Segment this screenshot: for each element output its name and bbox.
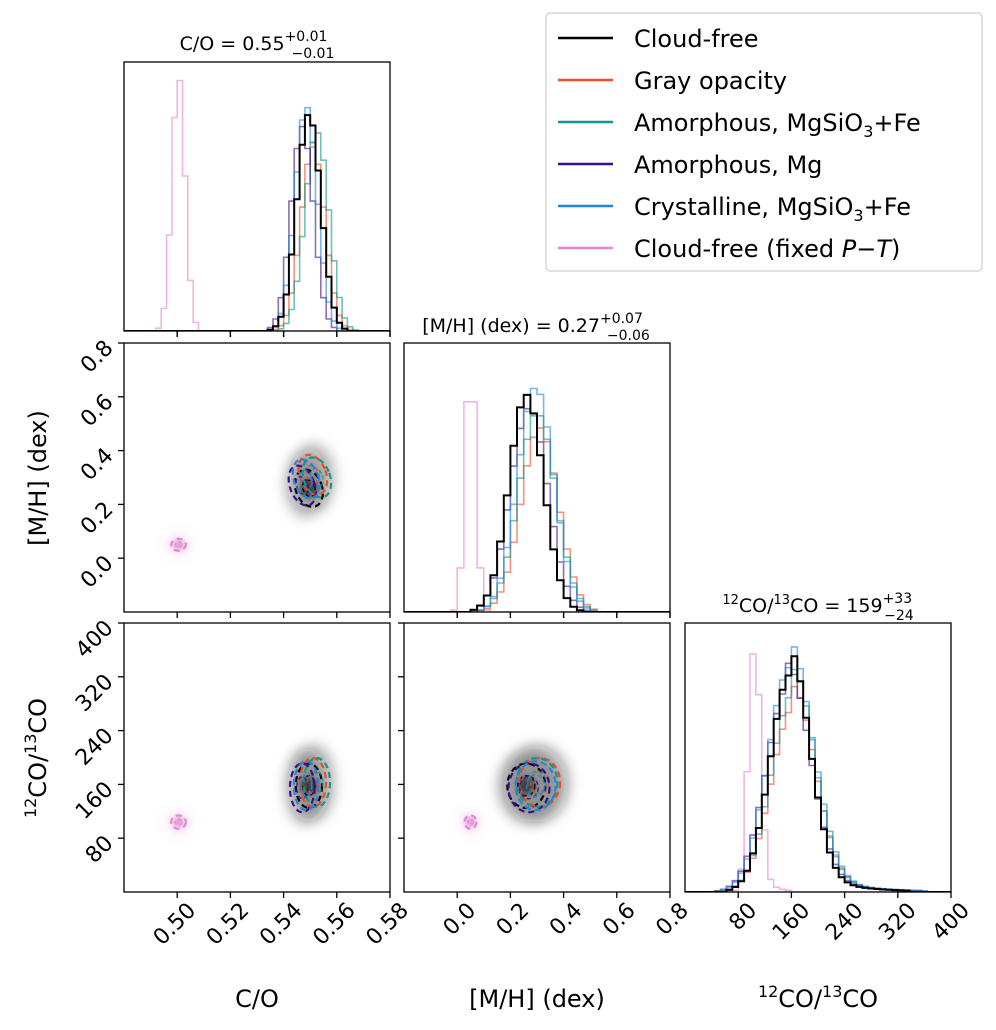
y-tick-label-mh-3: 0.6 [76,390,118,432]
contour-co-iso-series-4 [292,760,320,812]
x-tick-label-mh-1: 0.2 [492,898,534,940]
hist-mh-series-4 [404,387,670,612]
hist-mh-series-5 [404,401,670,612]
contour-co-iso-series-1 [298,756,328,808]
x-tick-label-co-3: 0.56 [308,898,360,950]
x-axis-title-co: C/O [235,985,279,1013]
contour-co-iso-series-3 [288,762,316,814]
contour-inner-co-iso-series-4 [299,773,313,798]
density-core-fixed [465,817,476,828]
y-tick-label-iso-1: 160 [71,777,118,824]
contour-inner-co-mh-series-1 [305,465,321,485]
hist-co-series-0 [124,114,390,331]
hist-iso-series-4 [685,646,951,892]
panel-frame-mh [403,342,671,613]
x-axis-title-mh: [M/H] (dex) [469,985,605,1013]
contour-inner-mh-iso-series-5 [467,818,474,826]
co-marginal-title: C/O = 0.55+0.01 −0.01 [180,29,335,62]
panel-frame-co-mh [123,342,391,613]
contour-mh-iso-series-5 [463,814,478,830]
y-tick-label-mh-1: 0.2 [76,497,118,539]
contour-inner-mh-iso-series-0 [517,774,536,797]
legend-label-1: Gray opacity [634,67,787,95]
marginal-iso [685,646,951,892]
joint-co-mh [166,441,338,555]
contour-inner-mh-iso-series-2 [526,770,548,795]
legend-label-2: Amorphous, MgSiO3+Fe [634,109,921,141]
panel-frame-mh-iso [403,622,671,893]
marginal-co [124,79,390,331]
x-tick-label-mh-3: 0.6 [598,898,640,940]
x-tick-label-co-1: 0.52 [202,898,254,950]
contour-inner-mh-iso-series-4 [525,773,546,798]
x-tick-label-co-0: 0.50 [149,898,201,950]
legend-label-5: Cloud-free (fixed P−T) [634,235,900,263]
legend-box [545,12,983,272]
contour-co-iso-series-2 [302,756,332,808]
x-tick-label-mh-0: 0.0 [439,898,481,940]
contour-inner-co-mh-series-4 [299,469,314,489]
panel-frame-co-iso [123,622,391,893]
marginal-mh [404,387,670,612]
contour-inner-co-iso-series-3 [295,775,309,800]
x-tick-label-mh-4: 0.8 [651,898,693,940]
contour-mh-iso-series-3 [507,762,551,814]
x-tick-label-iso-0: 80 [725,898,762,935]
contour-co-mh-series-2 [301,456,333,499]
x-tick-label-co-4: 0.58 [362,898,414,950]
legend-label-4: Crystalline, MgSiO3+Fe [634,193,911,225]
hist-co-series-1 [124,146,390,331]
contour-co-mh-series-5 [170,537,187,552]
contour-inner-co-iso-series-2 [310,770,324,795]
contour-inner-co-mh-series-3 [295,475,310,496]
contour-inner-co-iso-series-5 [174,818,183,826]
panel-frame-iso [684,622,952,893]
y-tick-label-iso-0: 80 [81,831,118,868]
contour-co-mh-series-0 [293,468,324,508]
contour-mh-iso-series-4 [514,760,557,812]
x-tick-label-iso-4: 400 [928,898,975,945]
hist-co-series-2 [124,132,390,331]
y-tick-label-mh-4: 0.8 [76,336,118,378]
hist-co-series-3 [124,125,390,331]
contour-co-mh-series-4 [291,458,321,500]
hist-iso-series-5 [685,653,951,892]
hist-co-series-4 [124,106,390,331]
legend-label-0: Cloud-free [634,25,759,53]
y-axis-title-iso: 12CO/13CO [21,698,52,818]
x-tick-label-iso-1: 160 [768,898,815,945]
hist-co-series-5 [124,79,390,331]
hist-iso-series-0 [685,655,951,892]
contour-co-mh-series-3 [287,464,317,507]
y-axis-title-mh: [M/H] (dex) [24,410,52,546]
y-tick-label-iso-4: 400 [71,616,118,663]
legend: Cloud-free Gray opacity Amorphous, MgSiO3+… [545,12,983,272]
contour-inner-co-mh-series-5 [174,541,183,549]
x-axis-title-iso: 12CO/13CO [758,982,878,1013]
x-tick-label-mh-2: 0.4 [545,898,587,940]
x-tick-label-iso-3: 320 [874,898,921,945]
joint-mh-iso [461,743,573,833]
x-tick-label-iso-2: 240 [821,898,868,945]
mh-marginal-title: [M/H] (dex) = 0.27+0.07 −0.06 [422,311,650,344]
iso-marginal-title: 12CO/13CO = 159+33 −24 [722,591,913,624]
joint-co-iso [166,743,338,833]
y-tick-label-iso-2: 240 [71,723,118,770]
x-tick-label-co-2: 0.54 [255,898,307,950]
contour-co-iso-series-5 [170,814,187,830]
y-tick-label-mh-0: 0.0 [76,551,118,593]
panel-frame-co [123,61,391,332]
y-tick-label-mh-2: 0.4 [76,443,118,485]
y-tick-label-iso-3: 320 [71,670,118,717]
hist-iso-series-1 [685,685,951,892]
hist-mh-series-0 [404,393,670,612]
legend-label-3: Amorphous, Mg [634,151,822,179]
contour-inner-mh-iso-series-3 [519,775,540,800]
